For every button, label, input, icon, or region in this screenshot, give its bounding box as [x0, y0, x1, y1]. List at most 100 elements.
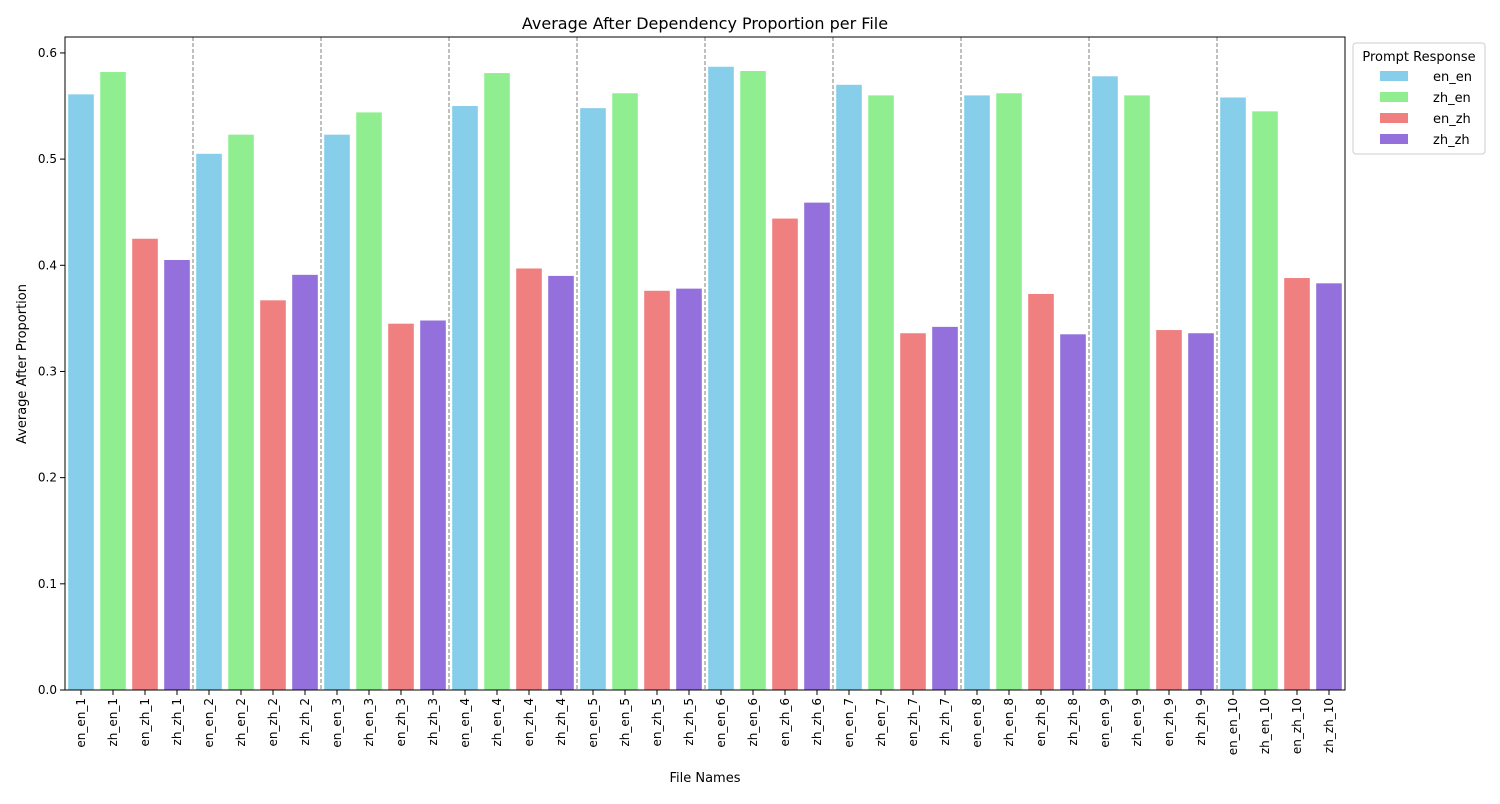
x-tick-label: zh_en_4 — [490, 698, 504, 747]
x-tick-label: en_en_3 — [330, 698, 344, 748]
x-tick-label: en_zh_2 — [266, 698, 280, 747]
x-tick-label: en_en_10 — [1226, 698, 1240, 755]
bar-en_en_8 — [964, 95, 990, 690]
bar-en_zh_3 — [388, 323, 414, 690]
bar-zh_zh_7 — [932, 326, 958, 690]
bar-zh_en_5 — [612, 93, 638, 690]
legend-box — [1352, 42, 1486, 155]
bar-zh_zh_2 — [292, 274, 318, 690]
x-tick-label: en_en_1 — [74, 698, 88, 748]
y-tick-label: 0.5 — [38, 152, 57, 166]
bar-en_zh_10 — [1284, 278, 1310, 690]
x-tick-label: zh_zh_4 — [554, 698, 568, 745]
bar-en_zh_9 — [1156, 330, 1182, 690]
y-axis-label: Average After Proportion — [15, 284, 30, 444]
bar-zh_en_8 — [996, 93, 1022, 690]
plot-frame — [64, 36, 1346, 691]
x-tick-label: zh_zh_10 — [1322, 698, 1336, 753]
x-tick-label: en_zh_3 — [394, 698, 408, 747]
bar-zh_en_9 — [1124, 95, 1150, 690]
bar-zh_zh_4 — [548, 275, 574, 690]
x-tick-label: zh_zh_8 — [1066, 698, 1080, 745]
x-tick-label: en_en_2 — [202, 698, 216, 748]
x-tick-label: zh_en_5 — [618, 698, 632, 747]
bar-en_zh_1 — [132, 238, 158, 691]
x-tick-label: en_zh_9 — [1162, 698, 1176, 747]
bar-en_en_3 — [324, 134, 350, 690]
y-tick-label: 0.1 — [38, 577, 57, 591]
bar-zh_en_4 — [484, 73, 510, 691]
bar-zh_en_7 — [868, 95, 894, 690]
x-tick-label: en_en_7 — [842, 698, 856, 748]
x-tick-label: zh_zh_2 — [298, 698, 312, 745]
bar-en_en_7 — [836, 84, 862, 690]
x-tick-label: en_zh_8 — [1034, 698, 1048, 747]
bar-zh_zh_6 — [804, 202, 830, 690]
x-tick-label: zh_en_8 — [1002, 698, 1016, 747]
x-tick-label: en_zh_10 — [1290, 698, 1304, 754]
legend-swatch-zh_en — [1380, 92, 1408, 102]
bar-zh_zh_8 — [1060, 334, 1086, 690]
x-tick-label: zh_en_10 — [1258, 698, 1272, 754]
y-tick-label: 0.2 — [38, 471, 57, 485]
bar-en_en_1 — [68, 94, 94, 691]
legend-swatch-en_zh — [1380, 113, 1408, 123]
bar-en_zh_8 — [1028, 293, 1054, 690]
plot-area: 0.0 0.1 0.2 0.3 0.4 0.5 0.6 en_en_1 zh_en_1 en_zh… — [38, 36, 1346, 755]
bar-en_zh_5 — [644, 290, 670, 690]
x-tick-label: en_en_8 — [970, 698, 984, 748]
x-tick-label: en_zh_4 — [522, 698, 536, 747]
x-tick-label: en_en_9 — [1098, 698, 1112, 748]
x-tick-label: en_zh_7 — [906, 698, 920, 747]
bar-en_en_2 — [196, 153, 222, 691]
legend-label-en_zh: en_zh — [1433, 112, 1471, 127]
bar-zh_zh_9 — [1188, 333, 1214, 690]
legend: Prompt Response en_en zh_en en_zh zh_zh — [1352, 42, 1486, 155]
legend-label-zh_zh: zh_zh — [1433, 133, 1470, 148]
x-tick-label: en_zh_5 — [650, 698, 664, 747]
x-tick-label: zh_en_6 — [746, 698, 760, 747]
x-tick-label: zh_zh_1 — [170, 698, 184, 745]
bar-zh_zh_3 — [420, 320, 446, 690]
x-axis-label: File Names — [669, 771, 740, 786]
x-tick-label: en_zh_1 — [138, 698, 152, 747]
bar-en_en_10 — [1220, 97, 1246, 690]
y-tick-label: 0.4 — [38, 258, 57, 272]
bar-en_en_9 — [1092, 76, 1118, 691]
x-tick-label: zh_en_2 — [234, 698, 248, 747]
x-tick-label: zh_en_7 — [874, 698, 888, 747]
bar-en_en_6 — [708, 66, 734, 691]
bar-zh_en_3 — [356, 112, 382, 690]
bar-zh_zh_1 — [164, 259, 190, 690]
x-tick-label: zh_zh_7 — [938, 698, 952, 745]
bar-zh_zh_5 — [676, 288, 702, 690]
bar-en_en_5 — [580, 108, 606, 690]
bar-zh_en_6 — [740, 70, 766, 691]
legend-title: Prompt Response — [1362, 50, 1475, 65]
y-tick-label: 0.3 — [38, 364, 57, 378]
legend-label-zh_en: zh_en — [1433, 91, 1471, 106]
x-tick-label: zh_en_1 — [106, 698, 120, 747]
legend-swatch-zh_zh — [1380, 134, 1408, 144]
bar-zh_en_1 — [100, 72, 126, 691]
y-tick-label: 0.0 — [38, 683, 57, 697]
x-tick-label: en_en_5 — [586, 698, 600, 748]
x-tick-label: en_zh_6 — [778, 698, 792, 747]
bar-en_zh_4 — [516, 268, 542, 690]
x-tick-label: zh_zh_3 — [426, 698, 440, 745]
bar-en_en_4 — [452, 106, 478, 690]
bar-zh_en_2 — [228, 134, 254, 690]
x-tick-label: zh_en_3 — [362, 698, 376, 747]
bar-zh_zh_10 — [1316, 283, 1342, 690]
bar-en_zh_7 — [900, 333, 926, 690]
legend-label-en_en: en_en — [1433, 70, 1472, 85]
chart-title: Average After Dependency Proportion per … — [522, 14, 888, 33]
y-tick-label: 0.6 — [38, 46, 57, 60]
x-tick-label: en_en_6 — [714, 698, 728, 748]
x-tick-label: en_en_4 — [458, 698, 472, 748]
x-tick-label: zh_zh_6 — [810, 698, 824, 745]
legend-swatch-en_en — [1380, 71, 1408, 81]
bar-en_zh_2 — [260, 300, 286, 690]
